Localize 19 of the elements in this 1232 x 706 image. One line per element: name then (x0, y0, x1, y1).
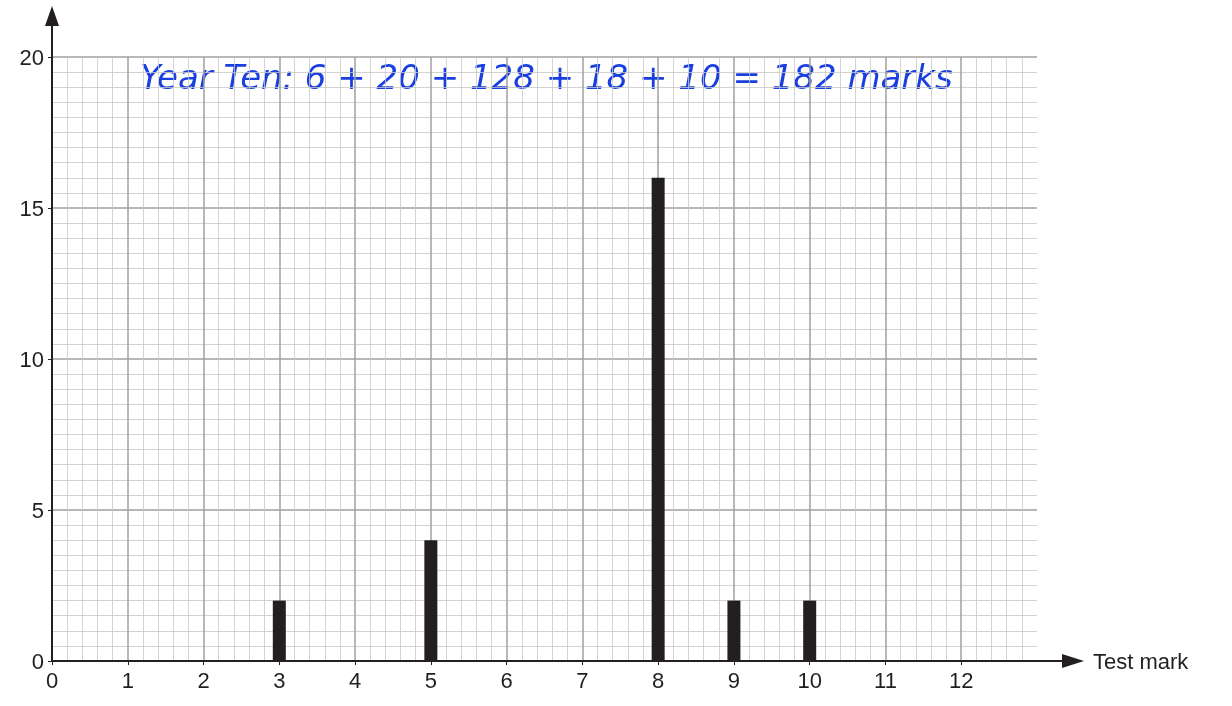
x-tick-label: 10 (797, 667, 822, 693)
y-tick-label: 20 (19, 44, 44, 70)
x-tick-label: 4 (348, 667, 362, 693)
x-tick-label: 7 (576, 667, 589, 693)
x-axis-title: Test mark (1093, 648, 1190, 674)
x-tick-label: 2 (197, 667, 210, 693)
x-tick-label: 9 (727, 667, 741, 693)
x-tick-label: 5 (424, 667, 437, 693)
y-tick-label: 10 (19, 346, 44, 372)
y-tick-label: 5 (31, 497, 44, 523)
x-tick-label: 3 (273, 667, 286, 693)
y-tick-label: 0 (31, 648, 44, 674)
x-tick-label: 12 (948, 667, 974, 693)
x-tick-label: 8 (652, 667, 665, 693)
y-tick-label: 15 (19, 195, 44, 221)
x-tick-label: 6 (500, 667, 513, 693)
x-tick-label: 11 (874, 667, 897, 693)
annotation: Year Ten: 6 + 20 + 128 + 18 + 10 = 182 marks (140, 57, 953, 97)
x-tick-label: 1 (121, 667, 134, 693)
